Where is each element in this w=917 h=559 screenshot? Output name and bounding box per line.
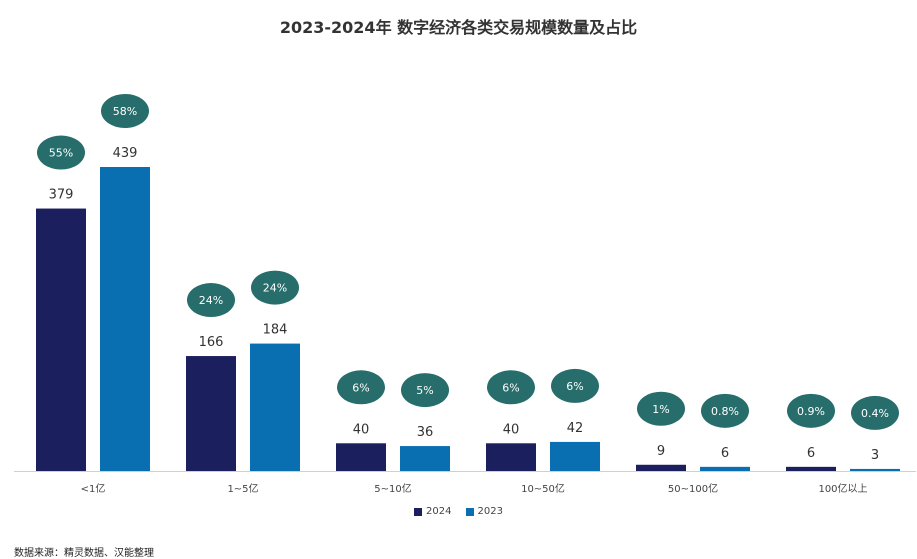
data-label-2024-5: 6 [807,446,815,461]
share-label-2024-3: 6% [502,381,519,394]
bar-2024-4 [636,464,686,471]
share-bubble-2024-1 [187,283,235,318]
share-label-2023-4: 0.8% [711,405,739,418]
share-bubble-2023-1 [251,270,299,305]
x-tick-label-4: 50~100亿 [668,482,718,495]
bar-2023-4 [700,466,750,471]
bar-2024-0 [36,208,86,471]
data-label-2024-2: 40 [353,422,370,437]
share-bubble-2023-4 [701,393,749,428]
data-label-2023-5: 3 [871,448,879,463]
data-label-2023-4: 6 [721,446,729,461]
share-label-2023-3: 6% [566,380,583,393]
data-label-2024-3: 40 [503,422,520,437]
bar-2023-1 [250,343,300,471]
x-tick-label-3: 10~50亿 [521,482,565,495]
source-note: 数据来源：精灵数据、汉能整理 [14,548,154,559]
share-label-2023-1: 24% [263,282,287,295]
legend-item-2024: 2024 [414,506,452,517]
share-label-2024-5: 0.9% [797,405,825,418]
bar-2023-5 [850,468,900,471]
legend-item-2023: 2023 [465,506,503,517]
share-bubble-2024-2 [337,370,385,405]
x-tick-label-0: <1亿 [81,482,106,495]
chart-title: 2023-2024年 数字经济各类交易规模数量及占比 [279,18,638,37]
data-label-2024-4: 9 [657,444,665,459]
data-label-2024-1: 166 [199,335,224,350]
bar-2024-3 [486,443,536,471]
bar-2023-2 [400,446,450,471]
legend-swatch-2023 [465,507,474,516]
data-label-2023-1: 184 [263,323,288,338]
bar-2023-3 [550,441,600,471]
bar-2024-1 [186,356,236,471]
share-bubble-2023-3 [551,368,599,403]
share-bubble-2024-0 [37,135,85,170]
bar-2023-0 [100,167,150,471]
share-label-2023-0: 58% [113,105,137,118]
data-label-2024-0: 379 [49,188,74,203]
x-tick-label-5: 100亿以上 [818,482,867,495]
share-label-2024-1: 24% [199,294,223,307]
legend-label-2023: 2023 [477,506,503,517]
x-tick-label-2: 5~10亿 [374,482,411,495]
share-bubble-2023-5 [851,395,899,430]
share-label-2023-2: 5% [416,384,433,397]
data-label-2023-3: 42 [567,421,584,436]
share-bubble-2024-3 [487,370,535,405]
share-label-2024-0: 55% [49,147,73,160]
share-bubble-2024-4 [637,391,685,426]
bar-2024-2 [336,443,386,471]
legend-label-2024: 2024 [426,506,452,517]
legend: 2024 2023 [0,506,917,517]
x-tick-label-1: 1~5亿 [227,482,258,495]
share-label-2024-2: 6% [352,381,369,394]
legend-swatch-2024 [414,507,423,516]
share-label-2024-4: 1% [652,403,669,416]
share-bubble-2023-0 [101,94,149,128]
data-label-2023-2: 36 [417,425,434,440]
bar-2024-5 [786,466,836,471]
share-bubble-2023-2 [401,373,449,408]
data-label-2023-0: 439 [113,146,138,161]
share-bubble-2024-5 [787,393,835,428]
share-label-2023-5: 0.4% [861,407,889,420]
